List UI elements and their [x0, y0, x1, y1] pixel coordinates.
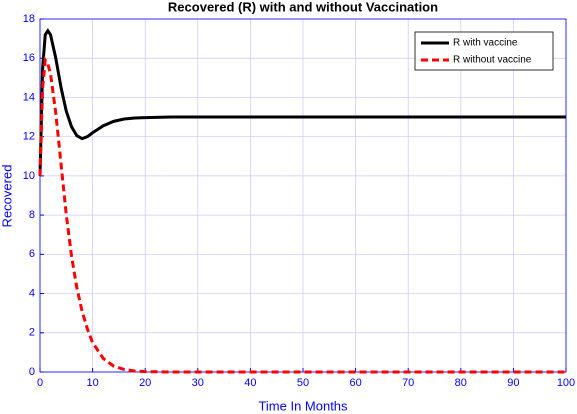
legend-box — [414, 31, 554, 71]
chart-title: Recovered (R) with and without Vaccinati… — [168, 0, 438, 14]
x-tick-label: 10 — [86, 377, 98, 389]
x-tick-label: 90 — [507, 377, 519, 389]
y-tick-label: 18 — [23, 13, 35, 25]
x-tick-label: 20 — [139, 377, 151, 389]
plot-frame — [39, 18, 567, 373]
y-tick-label: 12 — [23, 131, 35, 143]
x-tick-label: 70 — [402, 377, 414, 389]
y-axis-label: Recovered — [0, 165, 14, 228]
y-tick-label: 14 — [23, 91, 35, 103]
y-tick-label: 6 — [29, 248, 35, 260]
x-tick-label: 0 — [37, 377, 43, 389]
legend-label: R with vaccine — [453, 38, 518, 49]
x-tick-label: 30 — [192, 377, 204, 389]
x-tick-label: 100 — [557, 377, 575, 389]
x-tick-label: 50 — [297, 377, 309, 389]
x-axis-label: Time In Months — [258, 398, 348, 413]
y-tick-label: 4 — [29, 287, 35, 299]
y-tick-label: 16 — [23, 52, 35, 64]
x-tick-label: 80 — [455, 377, 467, 389]
x-tick-label: 40 — [244, 377, 256, 389]
legend-label: R without vaccine — [453, 55, 532, 66]
series-line — [38, 28, 566, 176]
y-tick-label: 0 — [29, 366, 35, 378]
y-tick-label: 10 — [23, 170, 35, 182]
x-tick-label: 60 — [349, 377, 361, 389]
y-tick-label: 2 — [29, 327, 35, 339]
y-tick-label: 8 — [29, 209, 35, 221]
series-line — [38, 55, 566, 374]
